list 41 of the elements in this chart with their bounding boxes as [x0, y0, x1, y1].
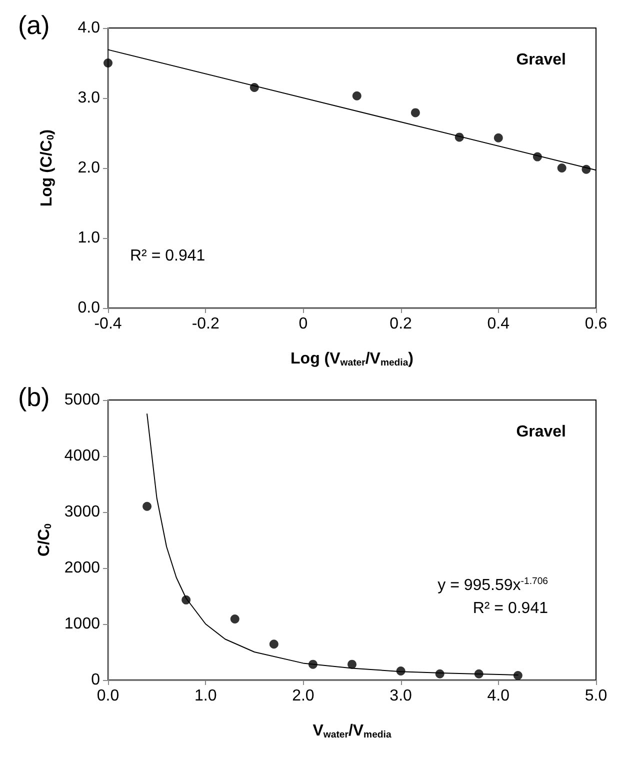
- annotation: R² = 0.941: [130, 248, 206, 264]
- y-tick-label: 0.0: [78, 300, 100, 316]
- annotation: R² = 0.941: [472, 600, 548, 617]
- y-tick-label: 0: [91, 672, 100, 688]
- point: [352, 91, 362, 100]
- annotation: Gravel: [516, 424, 566, 440]
- point: [557, 164, 566, 172]
- x-tick-label: 0.6: [584, 316, 608, 332]
- point: [269, 640, 278, 649]
- point: [410, 108, 420, 118]
- y-tick-label: 1.0: [78, 230, 100, 246]
- y-tick-label: 1000: [64, 616, 100, 632]
- x-tick-label: 4.0: [487, 688, 510, 704]
- y-tick-label: 3000: [64, 504, 100, 520]
- y-tick-label: 3.0: [78, 90, 100, 106]
- y-tick-label: 2.0: [78, 160, 100, 176]
- x-tick-label: 2.0: [292, 688, 314, 704]
- x-tick-label: 3.0: [390, 688, 412, 704]
- x-tick-label: -0.4: [94, 316, 122, 332]
- x-tick-label: 0.0: [96, 688, 120, 704]
- y-tick-label: 4000: [64, 448, 100, 464]
- x-tick-label: 0.2: [390, 316, 412, 332]
- y-tick-label: 4.0: [78, 20, 100, 36]
- annotation: Gravel: [516, 52, 566, 68]
- text: (b): [18, 382, 50, 412]
- point: [104, 58, 112, 68]
- point: [494, 133, 503, 142]
- point: [142, 502, 152, 511]
- point: [348, 660, 356, 669]
- x-tick-label: 0.4: [487, 316, 510, 332]
- y-tick-label: 2000: [64, 560, 100, 576]
- point: [513, 671, 522, 680]
- x-tick-label: -0.2: [192, 316, 220, 332]
- y-tick-label: 5000: [64, 392, 100, 408]
- y-axis-title: C/C0: [36, 524, 54, 556]
- point: [230, 614, 240, 624]
- text: (a): [18, 10, 50, 40]
- x-tick-label: 1.0: [194, 688, 217, 704]
- x-tick-label: 5.0: [584, 688, 608, 704]
- x-tick-label: 0: [298, 316, 308, 332]
- y-axis-title: Log (C/C0): [38, 129, 56, 207]
